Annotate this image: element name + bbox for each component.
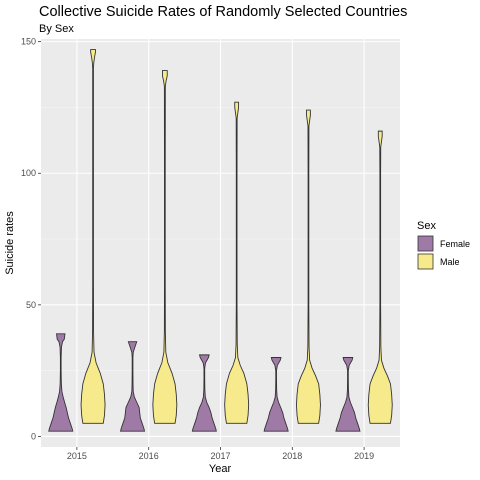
legend-label-female: Female (440, 239, 470, 249)
y-axis-title: Suicide rates (4, 211, 16, 275)
legend-label-male: Male (440, 257, 460, 267)
violin-female-2017 (191, 354, 217, 432)
chart-subtitle: By Sex (39, 23, 74, 35)
legend-title: Sex (417, 220, 436, 232)
x-axis-title: Year (209, 463, 232, 475)
x-tick-label: 2016 (139, 451, 159, 461)
violins (48, 49, 393, 432)
violin-male-2017 (224, 101, 250, 424)
violin-female-2016 (119, 341, 146, 432)
violin-male-2018 (295, 109, 321, 424)
violin-female-2018 (263, 357, 289, 432)
legend: Sex Female Male (417, 220, 470, 270)
x-tick-label: 2015 (67, 451, 87, 461)
y-tick-label: 150 (21, 37, 36, 47)
legend-key-male (417, 253, 434, 270)
violin-male-2019 (367, 130, 393, 424)
legend-key-female (417, 235, 434, 252)
x-tick-label: 2017 (210, 451, 230, 461)
violin-female-2019 (335, 357, 361, 432)
grid-lines (41, 39, 400, 447)
chart-title: Collective Suicide Rates of Randomly Sel… (39, 4, 407, 20)
violin-male-2015 (80, 49, 106, 424)
y-tick-label: 0 (31, 431, 36, 441)
x-tick-label: 2018 (282, 451, 302, 461)
violin-female-2015 (48, 333, 74, 432)
violin-male-2016 (152, 70, 178, 424)
y-tick-label: 100 (21, 168, 36, 178)
y-tick-label: 50 (26, 300, 36, 310)
axes: 0 50 100 150 2015 2016 2017 2018 2019 (21, 37, 374, 461)
x-tick-label: 2019 (354, 451, 374, 461)
